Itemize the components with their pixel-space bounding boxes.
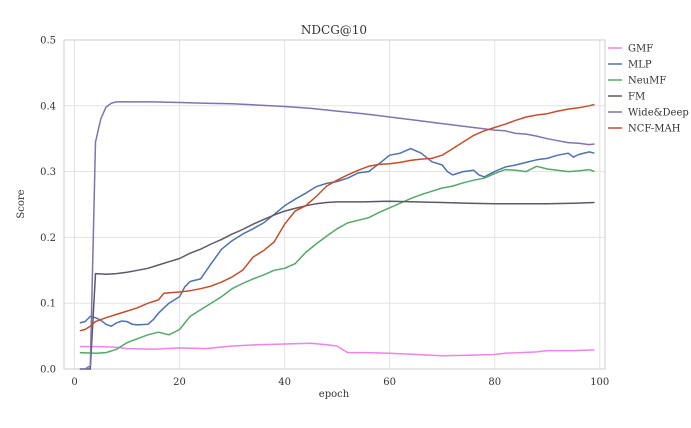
legend: GMF MLP NeuMF FM Wide&Deep NCF-MAH [608,44,689,135]
legend-label-neumf: NeuMF [628,76,666,87]
y-tick-label: 0.2 [40,233,56,244]
legend-label-ncf-mah: NCF-MAH [628,124,681,135]
legend-label-fm: FM [628,92,645,103]
legend-label-gmf: GMF [628,44,653,55]
y-tick-label: 0.4 [40,101,56,112]
legend-label-wide-deep: Wide&Deep [628,108,689,119]
y-tick-label: 0.3 [40,167,56,178]
x-tick-label: 60 [383,377,396,388]
series-line-mlp [79,147,595,327]
y-tick-label: 0.1 [40,299,56,310]
x-tick-label: 100 [590,377,609,388]
series-line-ncf-mah [79,103,595,332]
x-axis-label: epoch [319,389,350,400]
x-tick-label: 80 [488,377,501,388]
series-line-wide-deep [79,101,595,370]
y-axis-label: Score [16,189,27,218]
series-line-fm [79,200,595,370]
x-tick-label: 20 [173,377,186,388]
chart-title: NDCG@10 [301,23,367,37]
y-axis-ticks: 0.0 0.1 0.2 0.3 0.4 0.5 [40,36,56,376]
x-tick-label: 40 [278,377,291,388]
series-layer [79,101,595,370]
series-line-neumf [79,165,595,354]
plot-frame [63,39,606,370]
y-tick-label: 0.0 [40,365,56,376]
legend-label-mlp: MLP [628,60,652,71]
y-tick-label: 0.5 [40,36,56,47]
x-tick-label: 0 [71,377,77,388]
series-line-gmf [79,342,595,357]
x-axis-ticks: 0 20 40 60 80 100 [71,377,609,388]
